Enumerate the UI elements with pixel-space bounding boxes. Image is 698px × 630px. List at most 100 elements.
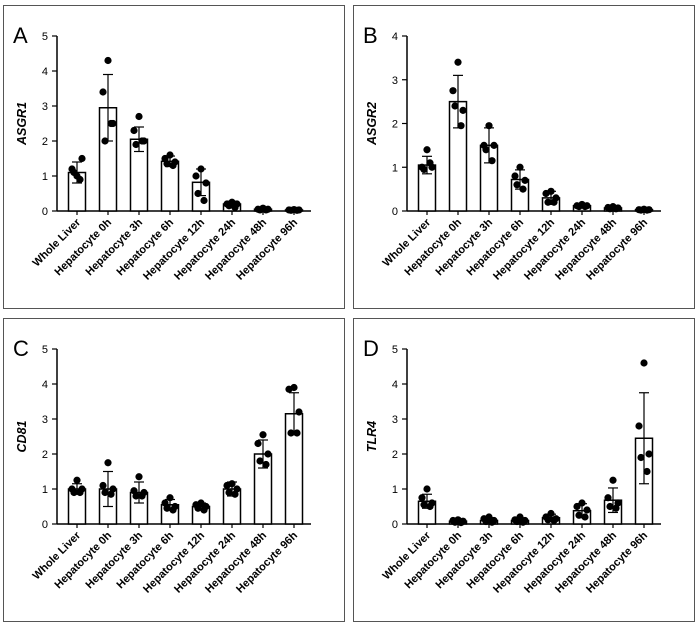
data-point — [544, 198, 552, 206]
data-point — [293, 429, 301, 437]
data-point — [423, 146, 431, 154]
y-tick-label: 3 — [42, 101, 48, 113]
data-point — [418, 494, 426, 502]
data-point — [256, 206, 264, 214]
data-point — [169, 161, 177, 170]
data-point — [287, 429, 295, 437]
data-point — [264, 450, 272, 458]
data-point — [200, 196, 208, 205]
y-tick-label: 5 — [392, 344, 398, 356]
y-tick-label: 0 — [392, 519, 398, 531]
data-point — [420, 501, 428, 509]
data-point — [76, 488, 84, 497]
data-point — [544, 516, 552, 524]
data-point — [457, 519, 465, 527]
y-tick-label: 3 — [42, 414, 48, 426]
data-point — [426, 159, 434, 167]
data-point — [73, 476, 81, 484]
data-point — [575, 203, 583, 211]
data-point — [482, 517, 490, 526]
data-point — [490, 141, 498, 149]
data-point — [521, 176, 529, 184]
data-point — [488, 157, 496, 165]
y-tick-label: 1 — [392, 484, 398, 496]
data-point — [132, 492, 140, 500]
data-point — [293, 206, 301, 214]
data-point — [423, 485, 431, 493]
data-point — [101, 488, 109, 497]
data-point — [99, 88, 107, 96]
data-point — [138, 492, 146, 500]
y-tick-label: 4 — [392, 379, 398, 391]
panel-label: D — [363, 336, 379, 361]
y-tick-label: 3 — [392, 414, 398, 426]
data-point — [513, 181, 521, 189]
data-point — [511, 172, 519, 180]
data-point — [457, 122, 465, 130]
data-point — [581, 513, 589, 521]
panel-label: A — [13, 23, 28, 48]
y-tick-label: 5 — [42, 31, 48, 43]
data-point — [76, 175, 84, 184]
data-point — [166, 151, 174, 159]
data-point — [513, 517, 521, 526]
data-point — [295, 408, 303, 416]
data-point — [287, 206, 295, 214]
data-point — [451, 518, 459, 526]
y-tick-label: 2 — [42, 136, 48, 148]
chart-panel-c: C CD81 0 1 2 3 4 5 Whole Liver Hepatocyte 0h Hepat… — [3, 318, 345, 622]
y-tick-label: 0 — [42, 206, 48, 218]
data-point — [254, 439, 262, 448]
data-point — [485, 122, 493, 130]
data-point — [542, 189, 550, 198]
data-point — [612, 504, 620, 512]
y-tick-label: 1 — [42, 171, 48, 183]
y-tick-label: 4 — [42, 379, 48, 391]
data-point — [169, 506, 177, 514]
chart-panel-a: A ASGR1 0 1 2 3 4 5 Whole Liver Hepatocyte 0h Hepa… — [3, 5, 345, 309]
data-point — [99, 481, 107, 490]
data-point — [573, 502, 581, 511]
data-point — [225, 488, 233, 497]
y-axis-label: ASGR2 — [365, 102, 379, 146]
y-tick-label: 3 — [392, 75, 398, 87]
data-point — [451, 102, 459, 110]
data-point — [194, 189, 202, 198]
y-tick-label: 2 — [392, 119, 398, 131]
chart-panel-b: B ASGR2 0 1 2 3 4 Whole Liver Hepatocyte 0h Hepat… — [353, 5, 695, 309]
data-point — [78, 154, 86, 163]
data-point — [163, 160, 171, 168]
data-point — [449, 87, 457, 95]
data-point — [581, 203, 589, 211]
data-point — [519, 518, 527, 526]
y-tick-label: 0 — [392, 206, 398, 218]
y-axis-label: TLR4 — [365, 421, 379, 452]
data-point — [606, 502, 614, 511]
y-tick-label: 0 — [42, 519, 48, 531]
data-point — [256, 457, 264, 465]
data-point — [609, 476, 617, 484]
data-point — [640, 359, 648, 367]
data-point — [482, 146, 490, 154]
data-point — [259, 431, 267, 439]
y-tick-label: 4 — [392, 31, 398, 43]
data-point — [132, 140, 140, 149]
data-point — [262, 460, 270, 469]
data-point — [645, 450, 653, 458]
data-point — [604, 494, 612, 502]
data-point — [70, 168, 78, 177]
y-tick-label: 2 — [42, 449, 48, 461]
data-point — [104, 459, 112, 467]
data-point — [643, 206, 651, 214]
y-tick-label: 1 — [42, 484, 48, 496]
y-axis-label: ASGR1 — [15, 102, 29, 146]
data-point — [138, 137, 146, 145]
data-point — [519, 185, 527, 193]
data-point — [262, 206, 270, 214]
data-point — [135, 473, 143, 481]
data-point — [550, 198, 558, 206]
